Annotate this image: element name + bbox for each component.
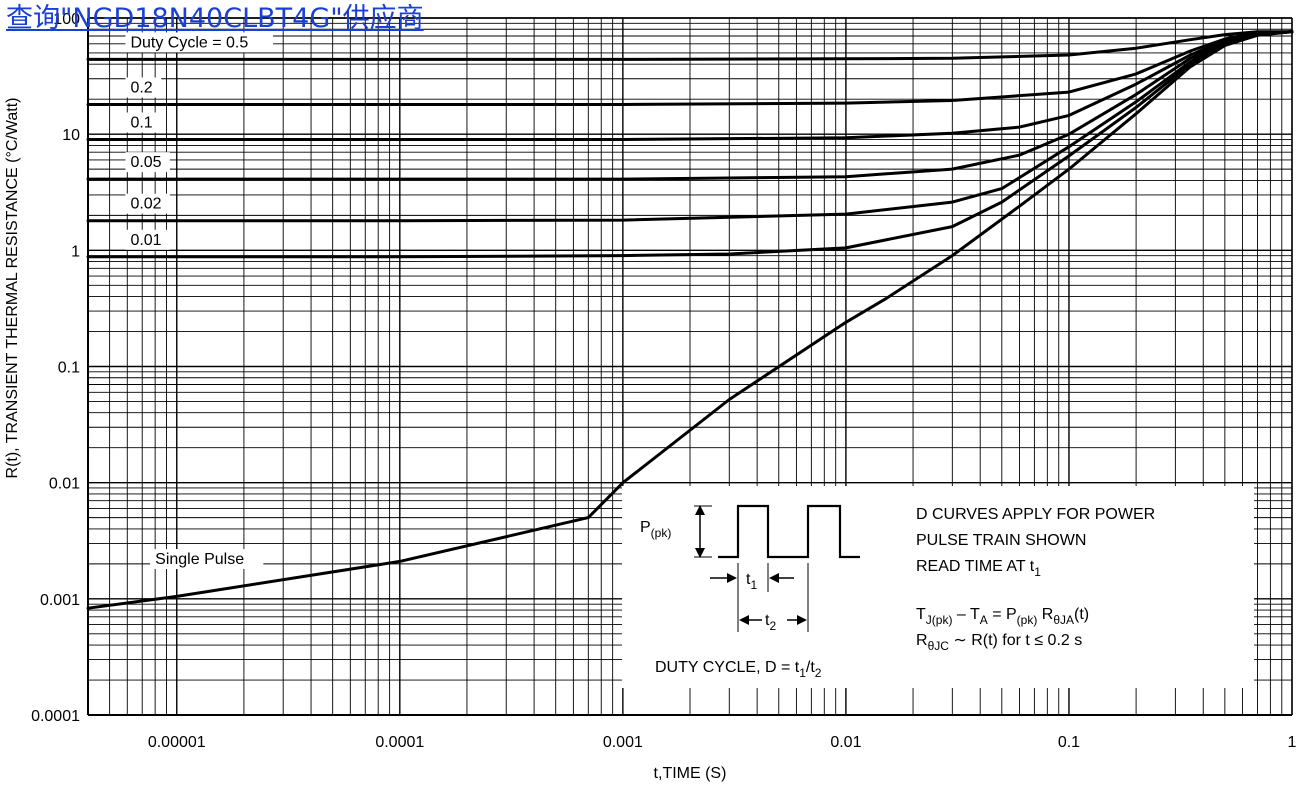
x-axis-label: t,TIME (S) xyxy=(654,765,727,782)
series-line xyxy=(86,30,1294,259)
p-pk-label: P(pk) xyxy=(640,519,671,540)
series-label-bg xyxy=(150,549,264,570)
series-label-bg xyxy=(125,193,170,214)
inset-background xyxy=(622,486,1254,688)
t2-label: t2 xyxy=(765,612,776,633)
series-label: 0.02 xyxy=(130,196,161,213)
series-label-bg xyxy=(125,152,170,173)
y-tick-label: 0.01 xyxy=(49,476,80,493)
note-line-3: READ TIME AT t1 xyxy=(916,558,1041,579)
t2-arrow-head-right xyxy=(797,615,807,625)
series-line xyxy=(86,30,1294,610)
p-arrow-head-up xyxy=(695,505,705,515)
pulse-waveform xyxy=(718,504,860,559)
series-label: 0.01 xyxy=(130,232,161,249)
y-axis-label: R(t), TRANSIENT THERMAL RESISTANCE (°C/W… xyxy=(4,98,21,479)
series-label: 0.1 xyxy=(130,114,152,131)
series-label-bg xyxy=(125,229,170,250)
y-tick-label: 0.1 xyxy=(58,360,80,377)
series-label: 0.2 xyxy=(130,80,152,97)
series-line xyxy=(86,30,1294,61)
x-tick-label: 0.1 xyxy=(1058,734,1080,751)
y-tick-label: 0.0001 xyxy=(31,708,80,725)
x-tick-label: 0.00001 xyxy=(148,734,206,751)
x-tick-label: 0.001 xyxy=(603,734,643,751)
t1-arrow-head-left xyxy=(727,573,737,583)
x-tick-label: 1 xyxy=(1288,734,1297,751)
duty-cycle-formula: DUTY CYCLE, D = t1/t2 xyxy=(655,659,822,680)
axes-group: 0.00001 0.0001 0.001 0.01 0.1 1 0.0001 0.001 0.0… xyxy=(31,11,1296,751)
p-arrow-head-down xyxy=(695,548,705,558)
equation-rthjc: RθJC ∼ R(t) for t ≤ 0.2 s xyxy=(916,632,1082,653)
t1-label: t1 xyxy=(746,571,757,592)
note-line-1: D CURVES APPLY FOR POWER xyxy=(916,506,1155,523)
series-label: Single Pulse xyxy=(155,551,244,568)
y-tick-label: 0.001 xyxy=(40,592,80,609)
pulse-train-inset: P(pk) t1 t2 DUTY CYCLE, D = t1/t2 D CURV… xyxy=(622,486,1254,688)
x-tick-label: 0.01 xyxy=(830,734,861,751)
y-tick-label: 100 xyxy=(53,11,80,28)
equation-junction-temp: TJ(pk) – TA = P(pk) RθJA(t) xyxy=(916,606,1089,627)
series-label: Duty Cycle = 0.5 xyxy=(130,34,248,51)
note-line-2: PULSE TRAIN SHOWN xyxy=(916,532,1086,549)
series-label-bg xyxy=(125,77,162,98)
x-tick-label: 0.0001 xyxy=(375,734,424,751)
curves-group xyxy=(86,30,1294,610)
curve-labels-group: Duty Cycle = 0.5 0.2 0.1 0.05 0.02 0.01 Single… xyxy=(125,32,274,570)
supplier-query-link[interactable]: 查询"NGD18N40CLBT4G"供应商 xyxy=(6,3,424,34)
y-tick-label: 10 xyxy=(62,127,80,144)
series-label-bg xyxy=(125,112,162,133)
y-tick-label: 1 xyxy=(71,243,80,260)
series-label: 0.05 xyxy=(130,154,161,171)
t1-arrow-head-right xyxy=(769,573,779,583)
t2-arrow-head-left xyxy=(739,615,749,625)
series-label-bg xyxy=(125,32,274,53)
